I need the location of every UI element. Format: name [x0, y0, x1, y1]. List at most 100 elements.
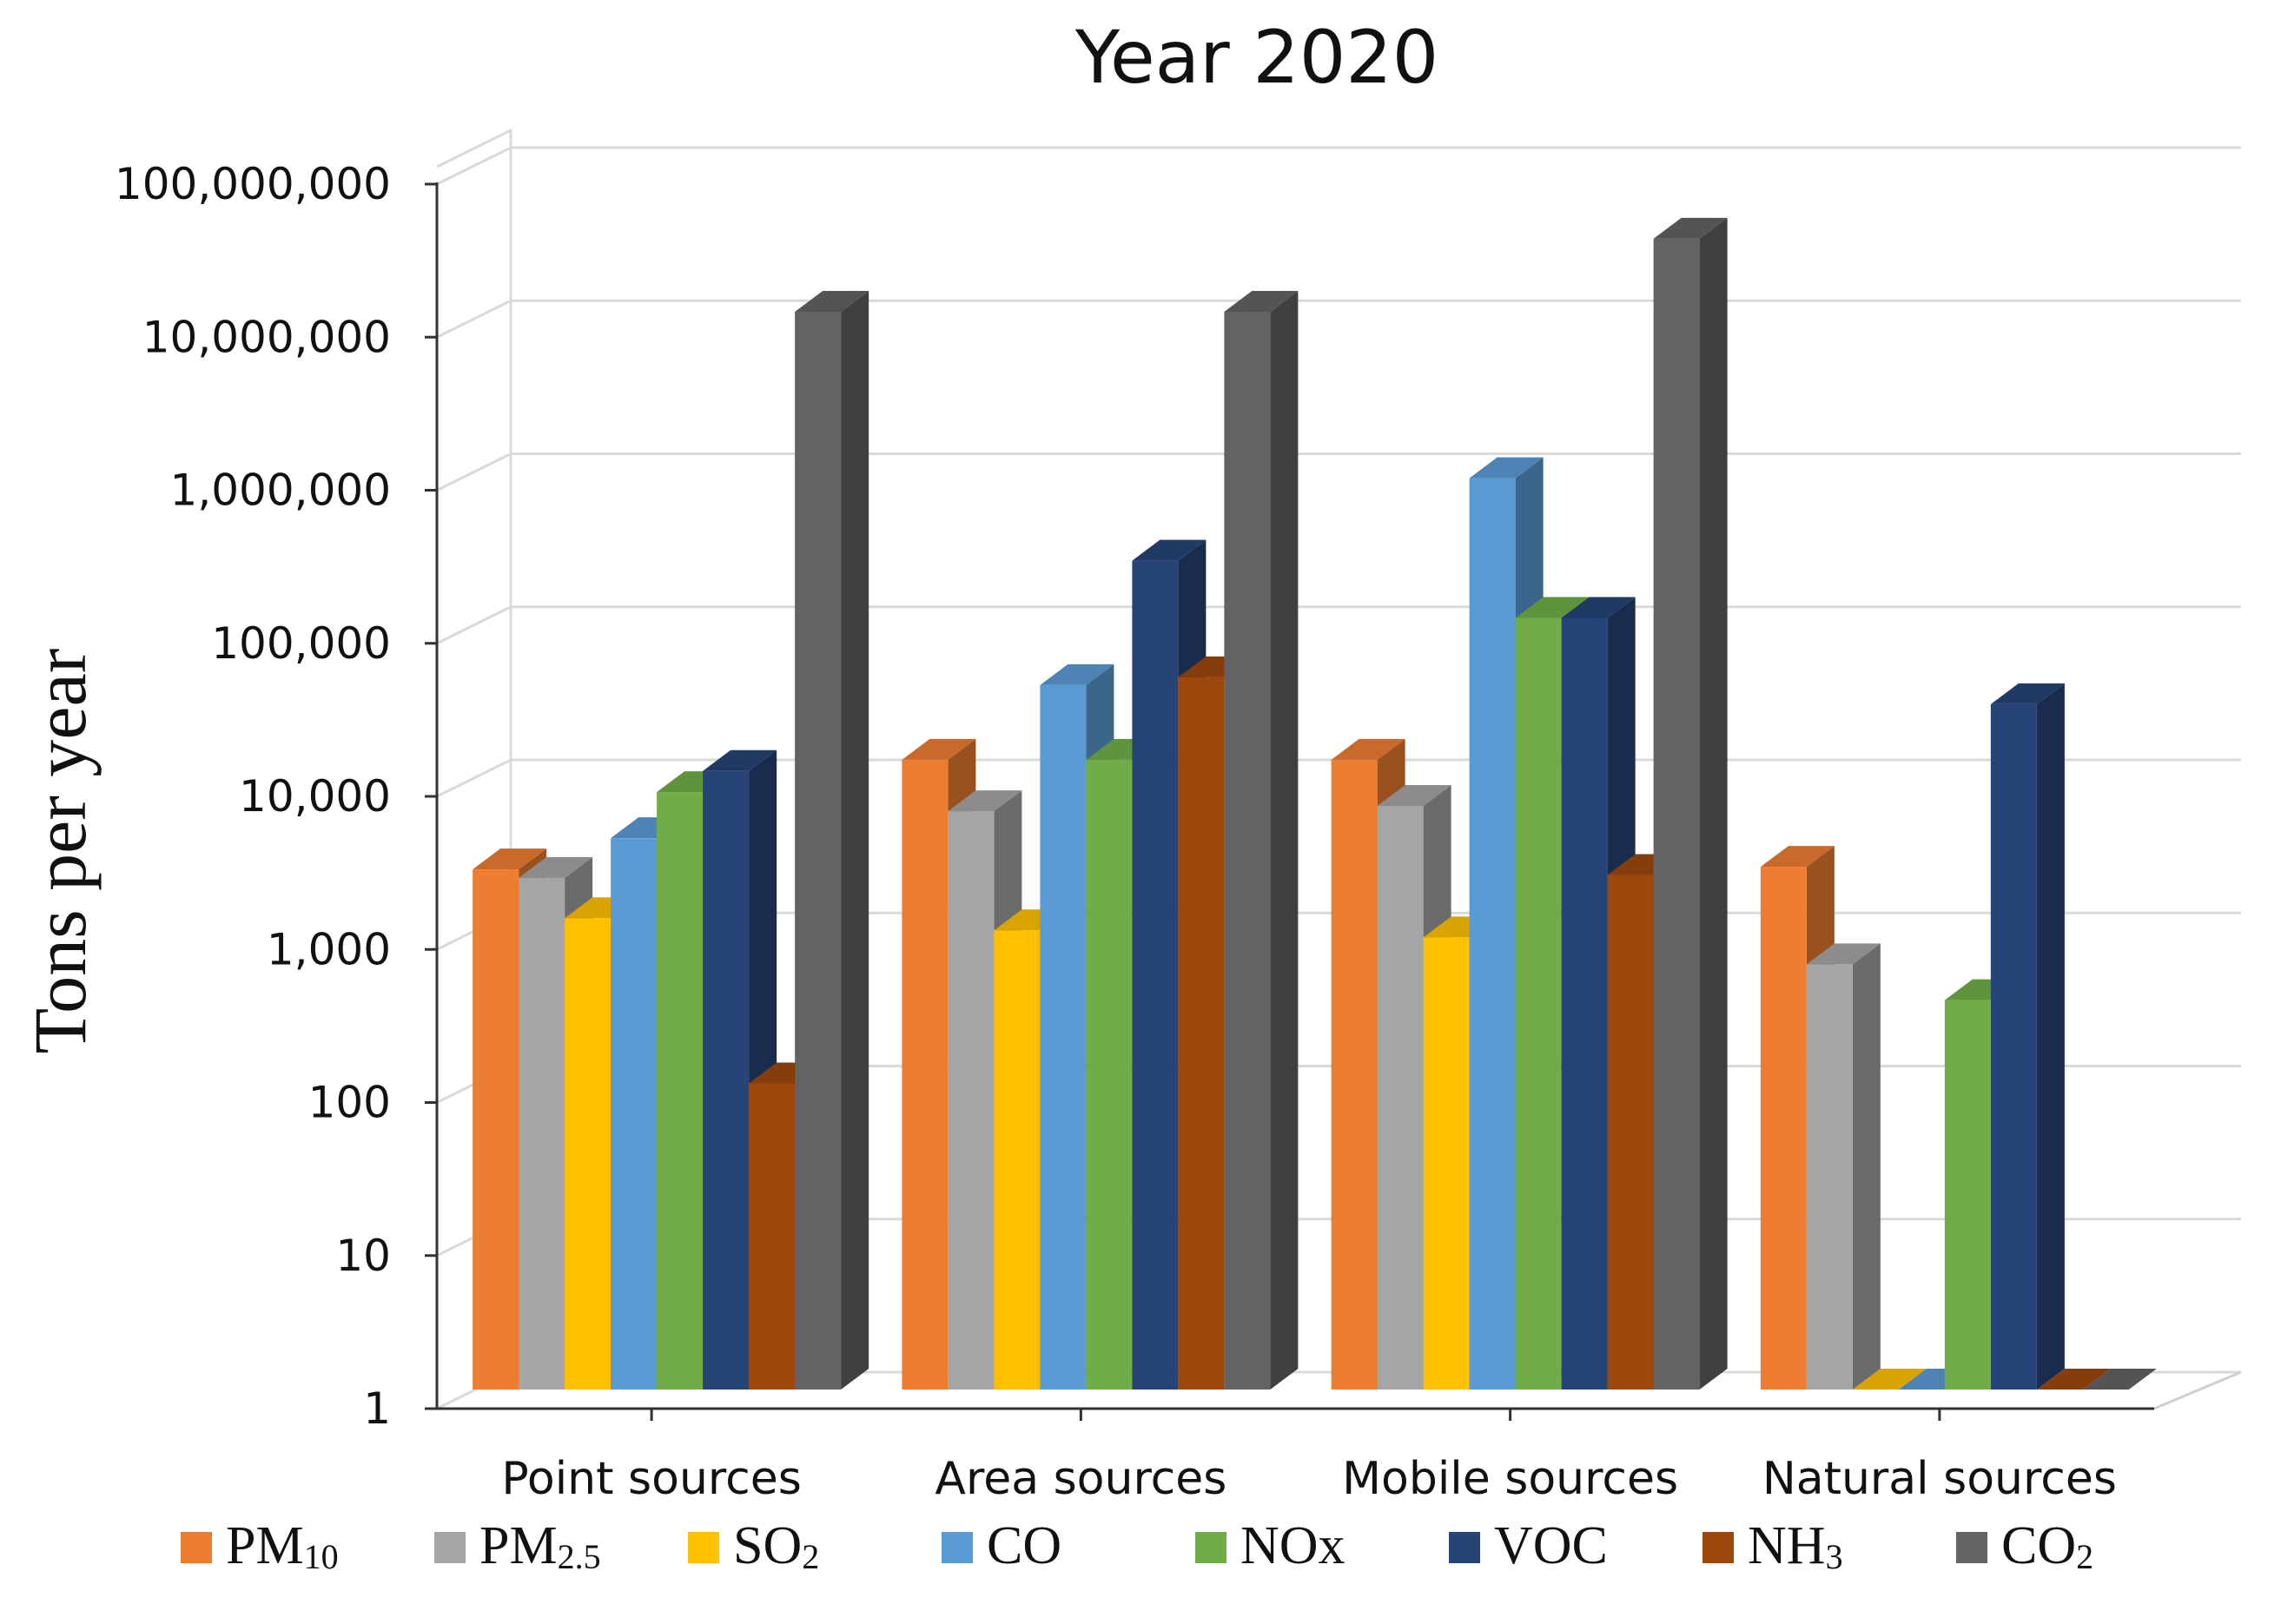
- legend-label-subscript: 2: [2076, 1537, 2093, 1576]
- bar-side: [1699, 217, 1728, 1390]
- legend-label-main: PM: [479, 1516, 558, 1575]
- bar-front: [1469, 478, 1516, 1390]
- bar-front: [1224, 311, 1271, 1390]
- bar-front: [994, 930, 1041, 1390]
- legend-label: NOx: [1240, 1516, 1345, 1575]
- legend-label: CO: [987, 1516, 1061, 1575]
- bar-top: [703, 749, 777, 771]
- gridline: [436, 452, 2241, 492]
- axes: [425, 182, 2154, 1421]
- legend-label-subscript: 3: [1826, 1537, 1843, 1576]
- gridline: [436, 146, 2241, 186]
- bar: [1852, 1369, 1927, 1390]
- legend-label: PM10: [226, 1516, 339, 1576]
- bar-top: [1224, 290, 1299, 312]
- legend-label-main: NH: [1748, 1516, 1826, 1575]
- bar-front: [1944, 1000, 1991, 1390]
- bar-front: [1607, 875, 1654, 1390]
- bar-front: [902, 759, 949, 1390]
- bar-top: [1852, 1369, 1927, 1390]
- bar-front: [749, 1083, 796, 1390]
- chart-title: Year 2020: [1074, 15, 1438, 100]
- bar-top: [2082, 1369, 2157, 1390]
- bar-top: [1760, 846, 1835, 868]
- bar-top: [1469, 457, 1544, 479]
- bar: [1653, 217, 1728, 1390]
- legend-item: NH3: [1702, 1516, 1843, 1576]
- legend-item: PM10: [181, 1516, 339, 1576]
- bar-top: [795, 290, 869, 312]
- x-tick-label: Mobile sources: [1342, 1453, 1678, 1505]
- y-tick-label: 100: [308, 1078, 391, 1128]
- x-tick-label: Natural sources: [1762, 1453, 2117, 1505]
- legend-swatch: [688, 1532, 719, 1563]
- bar: [1224, 290, 1299, 1390]
- bar-front: [473, 869, 519, 1390]
- bar-front: [1806, 964, 1853, 1390]
- bar-side: [2036, 683, 2065, 1390]
- legend-swatch: [1449, 1532, 1480, 1563]
- bar-top: [473, 848, 547, 870]
- y-tick-label: 1: [363, 1383, 391, 1434]
- legend-item: SO2: [688, 1516, 819, 1576]
- legend-label: NH3: [1748, 1516, 1843, 1576]
- legend: PM10 PM2.5 SO2 CO NOx VOC NH3 CO2: [181, 1516, 2093, 1576]
- bar-series: [473, 217, 2157, 1390]
- bar: [795, 290, 869, 1390]
- legend-label: VOC: [1494, 1516, 1608, 1575]
- legend-swatch: [181, 1532, 212, 1563]
- legend-swatch: [1956, 1532, 1987, 1563]
- bar-top: [1331, 738, 1405, 760]
- legend-swatch: [434, 1532, 466, 1563]
- bar: [2036, 1369, 2111, 1390]
- bar-front: [1086, 759, 1133, 1390]
- legend-item: NOx: [1195, 1516, 1345, 1575]
- y-tick-label: 10: [335, 1231, 391, 1281]
- bar-front: [1178, 677, 1225, 1390]
- bar-front: [657, 792, 704, 1390]
- bar-top: [1515, 597, 1590, 618]
- y-tick-label: 100,000: [211, 618, 391, 669]
- x-tick-label: Area sources: [935, 1453, 1226, 1505]
- legend-swatch: [1702, 1532, 1734, 1563]
- legend-label-subscript: 2: [802, 1537, 819, 1576]
- bar-top: [2036, 1369, 2111, 1390]
- gridline: [436, 299, 2241, 339]
- legend-label-subscript: 2.5: [558, 1537, 601, 1576]
- legend-swatch: [942, 1532, 973, 1563]
- bar-top: [902, 738, 976, 760]
- legend-label-main: CO: [987, 1516, 1061, 1575]
- legend-item: PM2.5: [434, 1516, 601, 1576]
- bar-front: [1331, 759, 1378, 1390]
- bar-top: [1377, 784, 1451, 806]
- legend-label-main: VOC: [1494, 1516, 1608, 1575]
- legend-label-main: PM: [226, 1516, 304, 1575]
- bar-top: [1561, 597, 1636, 618]
- bar-side: [1270, 290, 1299, 1390]
- legend-item: CO: [942, 1516, 1061, 1575]
- legend-label-subscript: 10: [304, 1537, 339, 1576]
- bar-front: [1377, 805, 1424, 1390]
- bar-front: [519, 877, 565, 1390]
- y-tick-label: 10,000: [239, 771, 391, 822]
- bar-side: [1852, 943, 1881, 1390]
- bar-front: [1132, 560, 1179, 1390]
- bar-top: [1990, 683, 2065, 704]
- y-tick-labels: 1 10 100 1,000 10,000 100,000 1,000,000 10,000,…: [115, 159, 391, 1434]
- x-tick-label: Point sources: [501, 1453, 801, 1505]
- y-tick-label: 1,000,000: [170, 465, 391, 516]
- y-tick-label: 10,000,000: [142, 312, 391, 362]
- legend-item: VOC: [1449, 1516, 1608, 1575]
- gridline: [436, 605, 2241, 645]
- bar-front: [1990, 703, 2037, 1390]
- legend-item: CO2: [1956, 1516, 2093, 1576]
- legend-label: CO2: [2001, 1516, 2093, 1576]
- legend-swatch: [1195, 1532, 1226, 1563]
- bar-front: [795, 311, 842, 1390]
- bar-front: [1561, 617, 1608, 1390]
- bar-front: [1760, 867, 1807, 1390]
- bar-side: [841, 290, 869, 1390]
- y-tick-label: 1,000: [267, 924, 391, 974]
- legend-label: SO2: [733, 1516, 819, 1576]
